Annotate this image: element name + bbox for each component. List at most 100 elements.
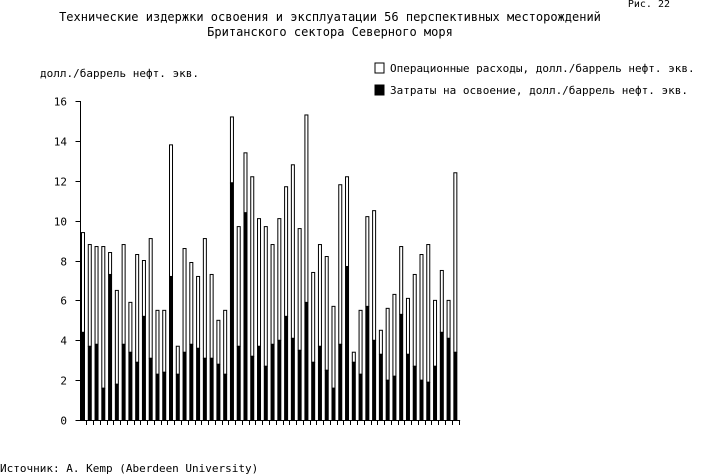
bar-development-cost [365,306,370,420]
bar-operating-cost [433,299,438,367]
bar-development-cost [87,346,92,420]
bar-operating-cost [148,238,153,359]
bar-development-cost [453,352,458,420]
bar-operating-cost [365,216,370,307]
bar-operating-cost [114,289,119,385]
bar-development-cost [175,374,180,420]
bar-operating-cost [223,309,228,375]
source-note: Источник: A. Kemp (Aberdeen University) [0,462,258,475]
bar-operating-cost [345,176,350,267]
bar-development-cost [290,338,295,420]
bar-development-cost [128,352,133,420]
bar-development-cost [243,212,248,420]
bar-development-cost [250,356,255,420]
bar-development-cost [399,314,404,420]
bar-operating-cost [277,218,282,341]
legend-swatch-development [374,84,385,96]
bar-operating-cost [155,309,160,375]
bar-development-cost [223,374,228,420]
bar-operating-cost [209,273,214,359]
bar-development-cost [270,344,275,420]
y-tick-label: 8 [60,256,67,269]
bar-operating-cost [324,256,329,371]
bar-operating-cost [169,144,174,277]
bar-development-cost [182,352,187,420]
bar-operating-cost [338,184,343,345]
y-tick-label: 12 [54,176,67,189]
bar-development-cost [284,316,289,420]
bar-development-cost [257,346,262,420]
chart-title: Технические издержки освоения и эксплуат… [59,10,601,24]
bar-development-cost [405,354,410,420]
bar-operating-cost [81,232,85,333]
bar-development-cost [297,350,302,420]
bar-operating-cost [175,345,180,375]
bar-development-cost [446,338,451,420]
bar-operating-cost [196,275,201,349]
x-axis-ticks [86,420,460,425]
bar-development-cost [412,366,417,420]
bar-development-cost [372,340,377,420]
bar-development-cost [378,354,383,420]
y-axis: 0 2 4 6 8 10 12 14 16 [54,96,81,428]
bar-operating-cost [250,176,255,357]
bar-development-cost [209,358,214,420]
bar-operating-cost [216,319,221,365]
bar-operating-cost [128,301,133,353]
legend: Операционные расходы, долл./баррель нефт… [374,62,695,97]
bar-operating-cost [162,309,167,373]
bar-development-cost [189,344,194,420]
bar-operating-cost [229,116,234,184]
legend-label-operating: Операционные расходы, долл./баррель нефт… [390,62,695,75]
bar-operating-cost [392,293,397,377]
bar-operating-cost [270,244,275,345]
bar-development-cost [141,316,146,420]
bar-development-cost [311,362,316,420]
y-tick-label: 6 [60,295,67,308]
y-tick-label: 4 [60,335,67,348]
bar-development-cost [351,362,356,420]
bar-operating-cost [419,254,424,381]
bar-development-cost [196,348,201,420]
chart-subtitle: Британского сектора Северного моря [207,25,453,39]
bar-operating-cost [182,248,187,353]
bar-operating-cost [311,271,316,363]
bar-development-cost [101,388,106,420]
bar-development-cost [155,374,160,420]
bar-development-cost [439,332,444,420]
bar-development-cost [135,362,140,420]
bars [81,114,458,420]
y-tick-label: 2 [60,375,67,388]
bar-operating-cost [426,244,431,383]
bar-operating-cost [412,273,417,367]
bar-development-cost [121,344,126,420]
bar-development-cost [419,380,424,420]
bar-operating-cost [263,226,268,367]
bar-operating-cost [453,172,458,353]
bar-operating-cost [108,252,113,275]
bar-development-cost [304,302,309,420]
bar-development-cost [358,374,363,420]
y-tick-label: 10 [54,216,67,229]
bar-operating-cost [351,351,356,363]
bar-development-cost [385,380,390,420]
bar-operating-cost [189,261,194,345]
bar-operating-cost [304,114,309,303]
bar-operating-cost [290,164,295,339]
bar-development-cost [229,182,234,420]
bar-development-cost [277,340,282,420]
bar-operating-cost [331,305,336,389]
bar-development-cost [148,358,153,420]
y-tick-label: 16 [54,96,67,109]
bar-development-cost [324,370,329,420]
bar-operating-cost [399,246,404,315]
bar-operating-cost [284,186,289,317]
bar-operating-cost [372,210,377,341]
bar-operating-cost [94,246,99,345]
y-axis-label: долл./баррель нефт. экв. [40,67,199,80]
bar-operating-cost [243,152,248,214]
bar-development-cost [216,364,221,420]
figure-label: Рис. 22 [628,0,670,10]
bar-operating-cost [236,226,241,347]
